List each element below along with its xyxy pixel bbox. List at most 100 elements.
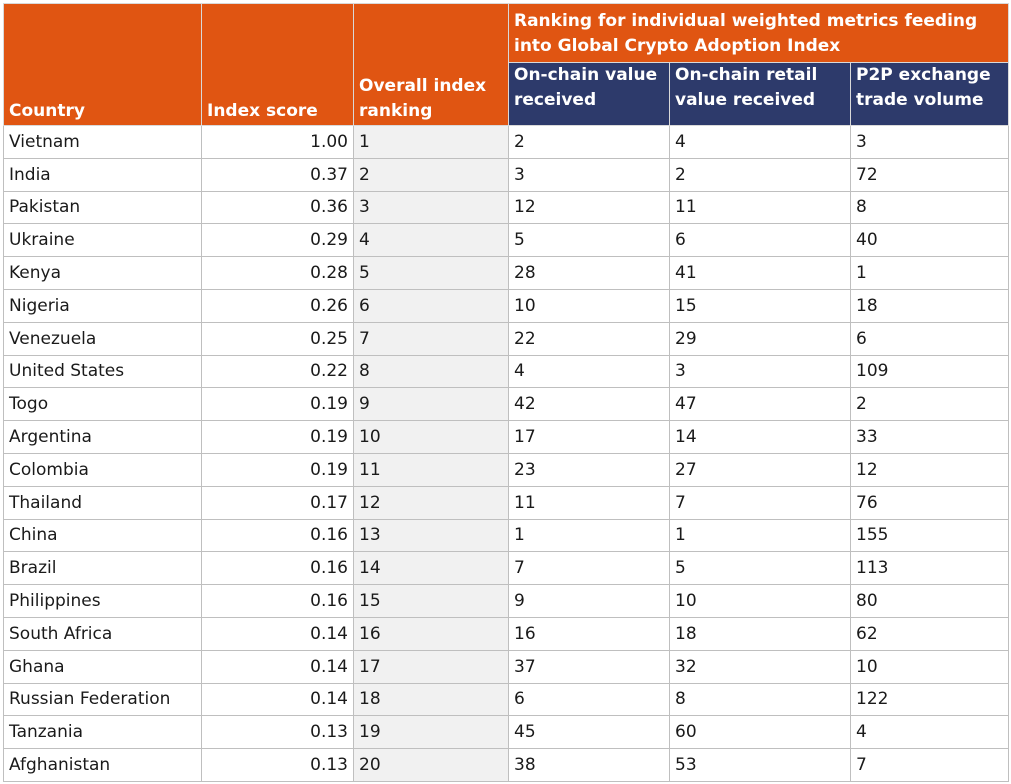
cell-country: Togo [3, 387, 202, 422]
cell-overall-ranking: 19 [353, 715, 509, 750]
cell-p2p-volume-rank: 2 [849, 387, 1010, 422]
cell-country: Vietnam [3, 125, 202, 159]
column-group-header-metrics: Ranking for individual weighted metrics … [507, 3, 1010, 63]
cell-onchain-value-rank: 12 [508, 190, 670, 225]
cell-onchain-retail-rank: 11 [669, 190, 851, 225]
table-row: Togo 0.19 9 42 47 2 [3, 387, 1010, 422]
cell-country: India [3, 157, 202, 192]
cell-onchain-value-rank: 28 [508, 256, 670, 290]
cell-onchain-value-rank: 3 [508, 157, 670, 192]
cell-onchain-retail-rank: 27 [669, 452, 851, 487]
cell-country: Afghanistan [3, 748, 202, 782]
cell-onchain-value-rank: 10 [508, 288, 670, 323]
cell-index-score: 0.19 [201, 420, 354, 454]
cell-onchain-retail-rank: 7 [669, 485, 851, 520]
cell-p2p-volume-rank: 109 [849, 354, 1010, 389]
cell-p2p-volume-rank: 6 [849, 321, 1010, 356]
cell-onchain-value-rank: 42 [508, 387, 670, 422]
cell-onchain-value-rank: 45 [508, 715, 670, 750]
cell-onchain-value-rank: 1 [508, 518, 670, 553]
cell-p2p-volume-rank: 113 [849, 551, 1010, 586]
cell-onchain-retail-rank: 4 [669, 125, 851, 159]
table-row: South Africa 0.14 16 16 18 62 [3, 616, 1010, 651]
table-row: Philippines 0.16 15 9 10 80 [3, 584, 1010, 618]
cell-country: Nigeria [3, 288, 202, 323]
table-header: Country Index score Overall index rankin… [3, 3, 1010, 126]
cell-onchain-retail-rank: 32 [669, 649, 851, 684]
cell-onchain-retail-rank: 41 [669, 256, 851, 290]
cell-onchain-value-rank: 17 [508, 420, 670, 454]
cell-overall-ranking: 2 [353, 157, 509, 192]
table-row: Colombia 0.19 11 23 27 12 [3, 452, 1010, 487]
cell-onchain-value-rank: 37 [508, 649, 670, 684]
cell-overall-ranking: 9 [353, 387, 509, 422]
header-row-top: Country Index score Overall index rankin… [3, 3, 1010, 126]
cell-p2p-volume-rank: 76 [849, 485, 1010, 520]
cell-p2p-volume-rank: 4 [849, 715, 1010, 750]
cell-onchain-retail-rank: 14 [669, 420, 851, 454]
cell-country: South Africa [3, 616, 202, 651]
cell-onchain-value-rank: 9 [508, 584, 670, 618]
cell-index-score: 0.16 [201, 584, 354, 618]
cell-overall-ranking: 18 [353, 682, 509, 717]
table-row: Tanzania 0.13 19 45 60 4 [3, 715, 1010, 750]
cell-onchain-retail-rank: 2 [669, 157, 851, 192]
cell-index-score: 0.19 [201, 452, 354, 487]
table-row: Venezuela 0.25 7 22 29 6 [3, 321, 1010, 356]
cell-p2p-volume-rank: 10 [849, 649, 1010, 684]
cell-p2p-volume-rank: 40 [849, 223, 1010, 258]
column-header-country: Country [3, 3, 202, 126]
cell-p2p-volume-rank: 122 [849, 682, 1010, 717]
cell-country: Colombia [3, 452, 202, 487]
table-row: Vietnam 1.00 1 2 4 3 [3, 125, 1010, 159]
cell-onchain-retail-rank: 53 [669, 748, 851, 782]
cell-index-score: 0.28 [201, 256, 354, 290]
cell-onchain-retail-rank: 6 [669, 223, 851, 258]
cell-country: Ghana [3, 649, 202, 684]
cell-p2p-volume-rank: 7 [849, 748, 1010, 782]
cell-index-score: 0.14 [201, 649, 354, 684]
cell-overall-ranking: 16 [353, 616, 509, 651]
cell-country: Philippines [3, 584, 202, 618]
cell-country: Ukraine [3, 223, 202, 258]
cell-index-score: 0.29 [201, 223, 354, 258]
cell-p2p-volume-rank: 1 [849, 256, 1010, 290]
column-header-onchain-retail: On-chain retail value received [669, 62, 851, 126]
table-row: United States 0.22 8 4 3 109 [3, 354, 1010, 389]
cell-index-score: 0.17 [201, 485, 354, 520]
cell-p2p-volume-rank: 3 [849, 125, 1010, 159]
column-header-overall-ranking: Overall index ranking [353, 3, 509, 126]
table-row: Pakistan 0.36 3 12 11 8 [3, 190, 1010, 225]
cell-onchain-value-rank: 6 [508, 682, 670, 717]
cell-index-score: 0.14 [201, 616, 354, 651]
cell-onchain-value-rank: 23 [508, 452, 670, 487]
cell-overall-ranking: 10 [353, 420, 509, 454]
cell-index-score: 0.16 [201, 551, 354, 586]
cell-onchain-value-rank: 11 [508, 485, 670, 520]
cell-overall-ranking: 14 [353, 551, 509, 586]
cell-overall-ranking: 17 [353, 649, 509, 684]
cell-overall-ranking: 7 [353, 321, 509, 356]
cell-country: Tanzania [3, 715, 202, 750]
table-row: India 0.37 2 3 2 72 [3, 157, 1010, 192]
cell-onchain-retail-rank: 60 [669, 715, 851, 750]
cell-country: Pakistan [3, 190, 202, 225]
cell-index-score: 0.13 [201, 715, 354, 750]
cell-country: Kenya [3, 256, 202, 290]
column-header-onchain-value: On-chain value received [508, 62, 670, 126]
header-row-bottom: On-chain value received On-chain retail … [4, 62, 1010, 126]
table-body: Vietnam 1.00 1 2 4 3 India 0.37 2 3 2 72 Pakistan 0.3… [3, 125, 1010, 782]
cell-country: Venezuela [3, 321, 202, 356]
cell-overall-ranking: 20 [353, 748, 509, 782]
cell-index-score: 0.26 [201, 288, 354, 323]
cell-country: Argentina [3, 420, 202, 454]
cell-overall-ranking: 12 [353, 485, 509, 520]
cell-overall-ranking: 3 [353, 190, 509, 225]
cell-onchain-retail-rank: 18 [669, 616, 851, 651]
cell-country: China [3, 518, 202, 553]
cell-p2p-volume-rank: 72 [849, 157, 1010, 192]
table-row: Nigeria 0.26 6 10 15 18 [3, 288, 1010, 323]
cell-overall-ranking: 11 [353, 452, 509, 487]
cell-onchain-value-rank: 2 [508, 125, 670, 159]
cell-overall-ranking: 4 [353, 223, 509, 258]
